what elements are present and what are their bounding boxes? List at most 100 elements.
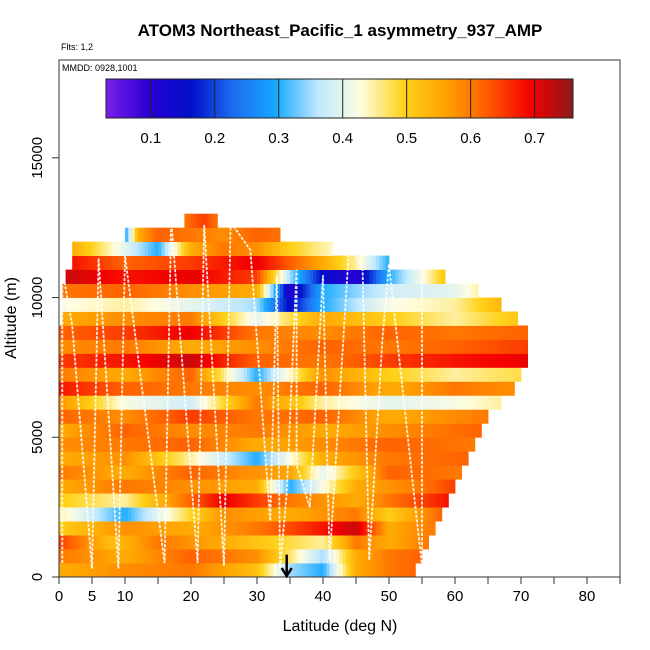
- heatmap-cell: [253, 255, 258, 270]
- heatmap-cell: [134, 521, 139, 536]
- heatmap-cell: [441, 451, 446, 466]
- heatmap-cell: [266, 353, 271, 368]
- heatmap-cell: [339, 311, 344, 326]
- heatmap-cell: [68, 395, 73, 410]
- heatmap-cell: [418, 381, 423, 396]
- heatmap-cell: [445, 423, 449, 438]
- heatmap-cell: [273, 227, 278, 243]
- heatmap-cell: [181, 465, 185, 480]
- heatmap-cell: [323, 535, 327, 550]
- x-tick-label: 80: [579, 588, 596, 605]
- heatmap-cell: [405, 507, 410, 522]
- heatmap-cell: [125, 493, 129, 508]
- heatmap-cell: [68, 353, 73, 368]
- heatmap-cell: [125, 437, 129, 452]
- heatmap-cell: [398, 409, 403, 424]
- heatmap-cell: [233, 381, 238, 396]
- heatmap-cell: [299, 241, 304, 257]
- heatmap-cell: [296, 521, 301, 536]
- heatmap-cell: [356, 507, 360, 522]
- heatmap-cell: [111, 465, 116, 480]
- heatmap-cell: [342, 353, 347, 368]
- heatmap-cell: [478, 395, 482, 410]
- heatmap-cell: [204, 493, 208, 508]
- heatmap-cell: [138, 409, 142, 424]
- heatmap-cell: [101, 367, 106, 382]
- heatmap-cell: [247, 353, 251, 368]
- heatmap-cell: [210, 311, 215, 326]
- heatmap-cell: [332, 395, 337, 410]
- heatmap-cell: [227, 521, 231, 536]
- heatmap-cell: [276, 339, 281, 354]
- heatmap-cell: [266, 367, 271, 382]
- heatmap-cell: [134, 493, 139, 508]
- heatmap-cell: [418, 269, 423, 284]
- heatmap-cell: [326, 297, 330, 312]
- heatmap-cell: [461, 395, 466, 410]
- heatmap-cell: [184, 339, 189, 354]
- heatmap-cell: [108, 381, 113, 396]
- heatmap-cell: [382, 381, 387, 396]
- heatmap-cell: [474, 311, 479, 326]
- heatmap-cell: [332, 353, 337, 368]
- heatmap-cell: [253, 381, 258, 396]
- heatmap-cell: [167, 283, 172, 298]
- heatmap-cell: [346, 521, 350, 536]
- heatmap-cell: [273, 521, 278, 536]
- heatmap-cell: [128, 465, 132, 480]
- heatmap-cell: [250, 241, 255, 257]
- heatmap-cell: [398, 451, 403, 466]
- heatmap-cell: [118, 255, 123, 270]
- heatmap-cell: [303, 479, 307, 494]
- heatmap-cell: [293, 423, 297, 438]
- heatmap-cell: [148, 395, 152, 410]
- heatmap-cell: [293, 409, 297, 424]
- heatmap-cell: [461, 283, 466, 298]
- heatmap-cell: [184, 367, 189, 382]
- heatmap-cell: [125, 521, 129, 536]
- heatmap-cell: [68, 507, 73, 522]
- heatmap-cell: [497, 353, 502, 368]
- heatmap-cell: [200, 409, 205, 424]
- heatmap-cell: [263, 507, 268, 522]
- heatmap-cell: [346, 451, 350, 466]
- heatmap-cell: [468, 297, 472, 312]
- heatmap-cell: [290, 297, 294, 312]
- heatmap-cell: [448, 437, 453, 452]
- heatmap-cell: [194, 227, 198, 243]
- heatmap-cell: [356, 423, 360, 438]
- heatmap-cell: [108, 339, 113, 354]
- heatmap-cell: [438, 437, 443, 452]
- heatmap-cell: [296, 507, 301, 522]
- heatmap-cell: [187, 311, 192, 326]
- heatmap-cell: [240, 479, 245, 494]
- heatmap-cell: [303, 269, 307, 284]
- heatmap-cell: [352, 409, 357, 424]
- heatmap-cell: [461, 297, 466, 312]
- heatmap-cell: [425, 353, 429, 368]
- heatmap-cell: [121, 409, 126, 424]
- heatmap-cell: [154, 451, 159, 466]
- heatmap-cell: [501, 339, 505, 354]
- heatmap-cell: [507, 339, 512, 354]
- heatmap-cell: [316, 493, 321, 508]
- heatmap-cell: [280, 269, 284, 284]
- heatmap-cell: [296, 493, 301, 508]
- heatmap-cell: [339, 325, 344, 340]
- heatmap-cell: [415, 493, 420, 508]
- heatmap-cell: [461, 381, 466, 396]
- heatmap-cell: [98, 325, 103, 340]
- heatmap-cell: [98, 493, 103, 508]
- heatmap-cell: [290, 493, 294, 508]
- heatmap-cell: [121, 563, 126, 577]
- heatmap-cell: [253, 493, 258, 508]
- x-tick-label: 10: [117, 588, 134, 605]
- heatmap-cell: [445, 409, 449, 424]
- heatmap-cell: [207, 479, 212, 494]
- heatmap-cell: [342, 521, 347, 536]
- heatmap-cell: [290, 465, 294, 480]
- heatmap-cell: [283, 521, 288, 536]
- heatmap-cell: [313, 367, 317, 382]
- heatmap-cell: [220, 507, 225, 522]
- heatmap-cell: [293, 367, 297, 382]
